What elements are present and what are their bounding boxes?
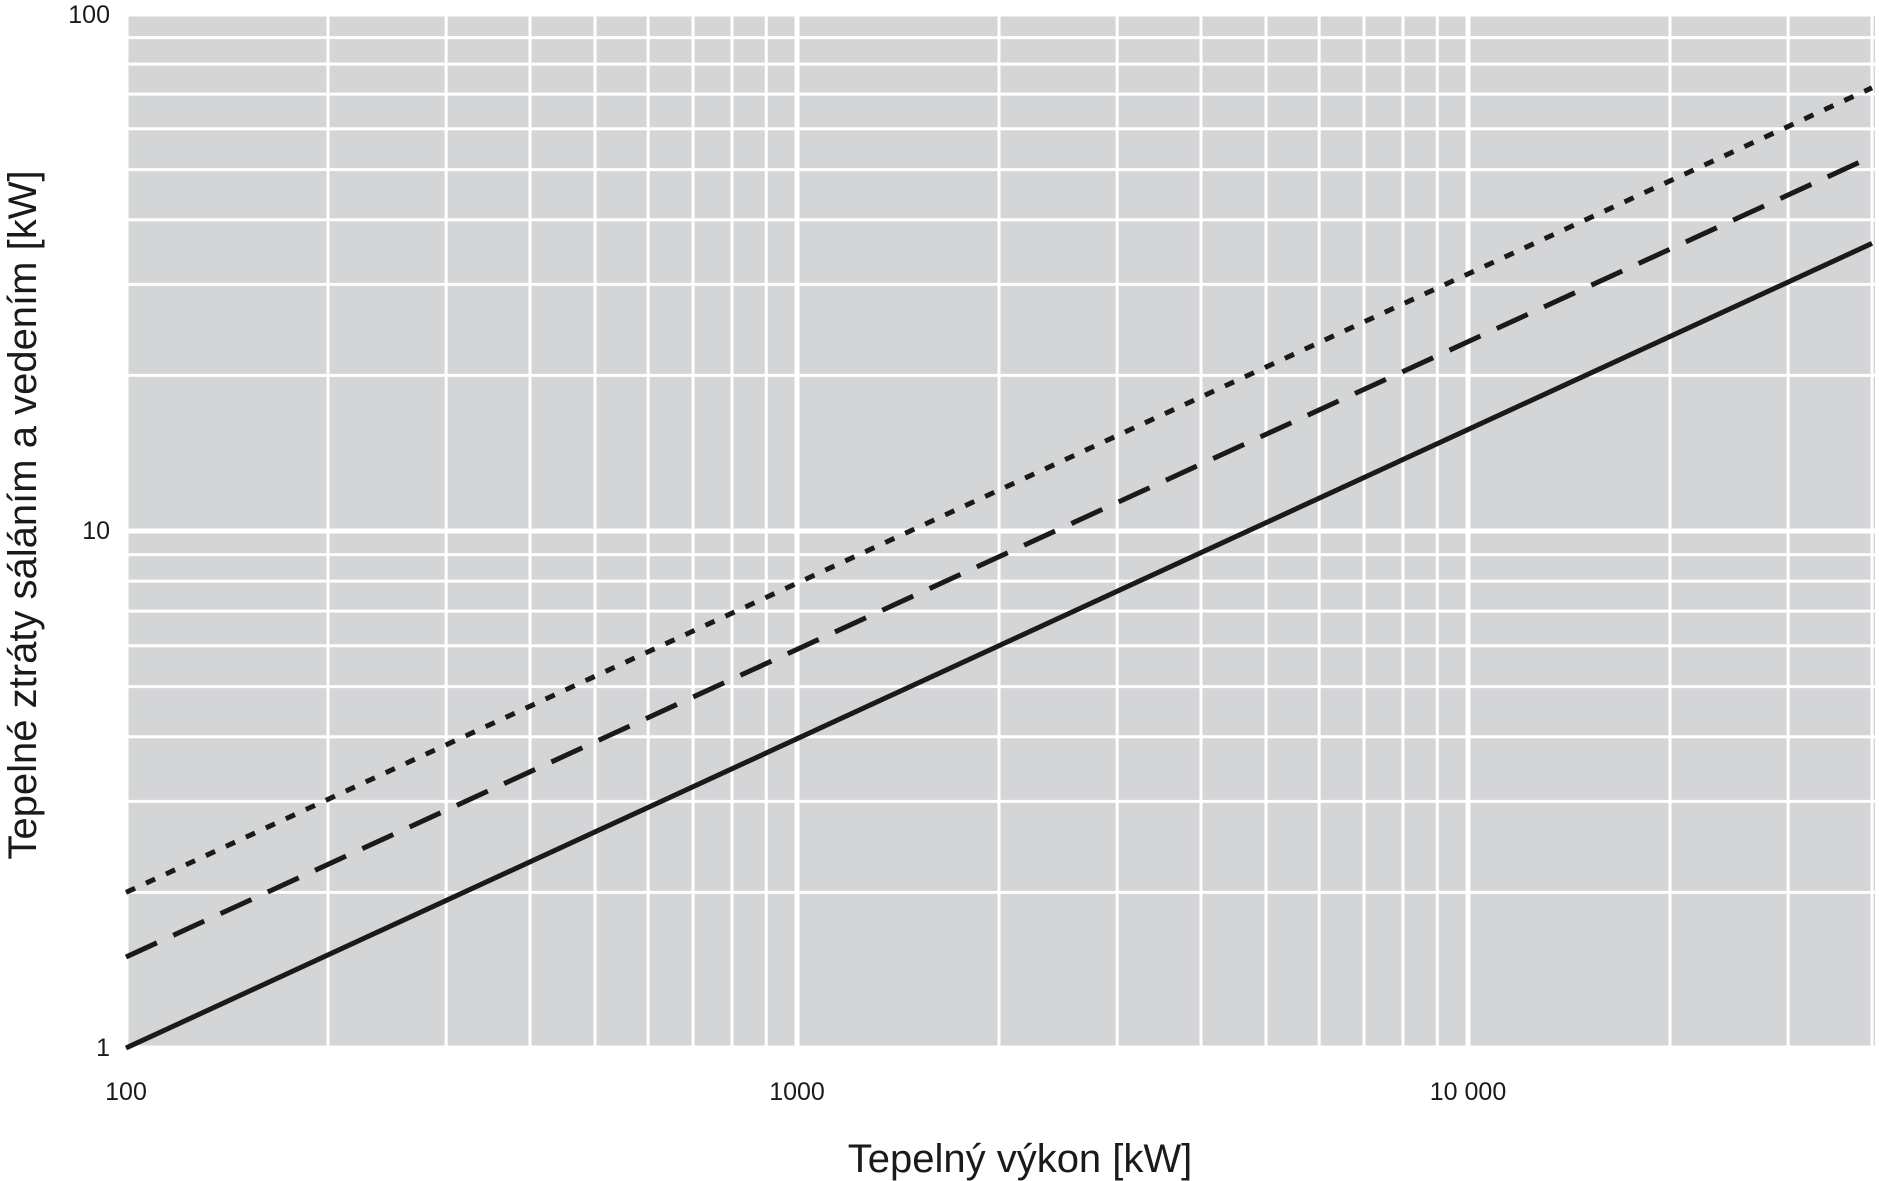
y-tick-label: 10 — [82, 517, 110, 545]
x-tick-label: 10 000 — [1430, 1078, 1506, 1106]
y-axis-label: Tepelné ztráty sáláním a vedením [kW] — [1, 170, 45, 859]
x-axis-label: Tepelný výkon [kW] — [848, 1137, 1193, 1181]
series-line-solid — [124, 241, 1874, 1051]
series-layer — [124, 85, 1874, 1051]
grid-major — [123, 11, 1875, 1051]
x-tick-labels: 100 1000 10 000 — [105, 1078, 1506, 1106]
x-tick-label: 100 — [105, 1078, 147, 1106]
y-tick-label: 100 — [68, 1, 110, 29]
y-tick-labels: 1 10 100 — [68, 1, 110, 1062]
y-tick-label: 1 — [96, 1034, 110, 1062]
series-line-dashed — [124, 154, 1874, 960]
x-tick-label: 1000 — [769, 1078, 825, 1106]
